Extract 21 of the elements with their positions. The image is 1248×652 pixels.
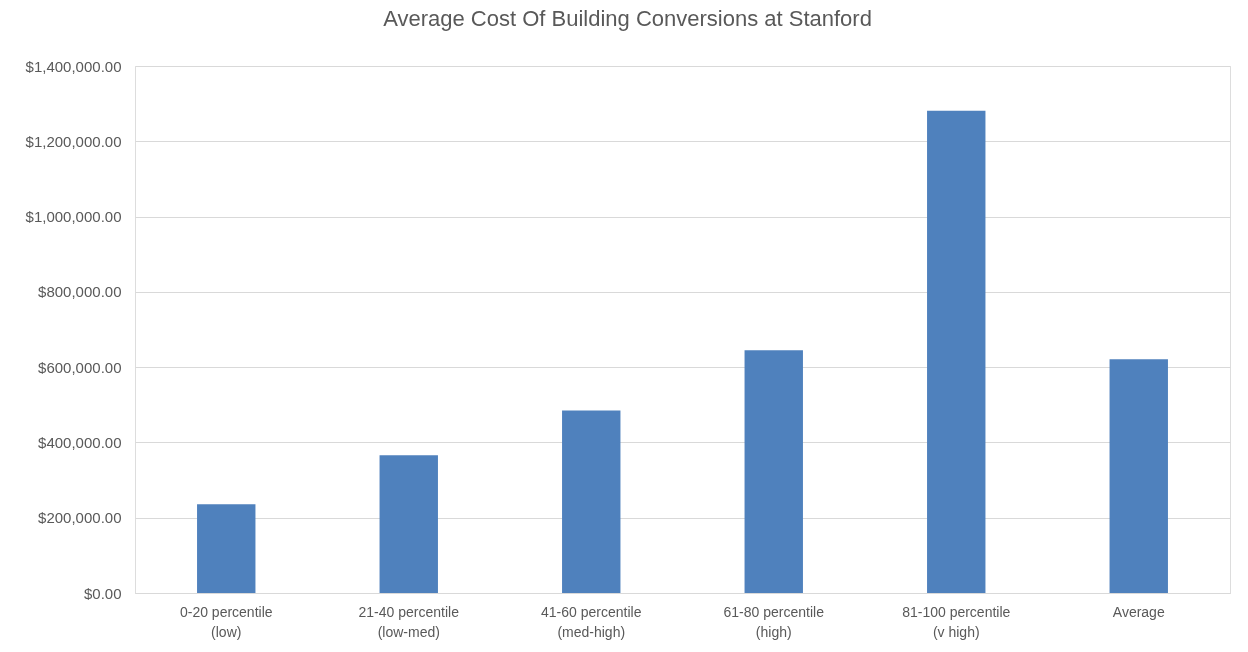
bar [927,110,986,593]
y-tick-label: $800,000.00 [38,283,122,301]
bar [562,410,621,593]
x-tick-label: 81-100 percentile (v high) [902,603,1011,640]
y-tick-label: $400,000.00 [38,433,122,451]
x-tick-label: 21-40 percentile (low-med) [358,603,460,640]
y-tick-label: $600,000.00 [38,358,122,376]
y-tick-label: $1,200,000.00 [25,132,122,150]
bar [744,350,803,593]
y-tick-label: $1,000,000.00 [25,208,122,226]
x-tick-label: 0-20 percentile (low) [179,603,273,640]
bar [197,504,256,593]
chart-title: Average Cost Of Building Conversions at Stanford [383,6,872,31]
y-tick-label: $0.00 [83,584,122,602]
x-tick-label: 61-80 percentile (high) [723,603,825,640]
x-tick-label: 41-60 percentile (med-high) [541,603,642,640]
y-tick-label: $1,400,000.00 [25,57,122,75]
y-tick-label: $200,000.00 [38,509,122,527]
x-tick-label: Average [1112,603,1165,620]
bar [1109,359,1168,593]
bar [379,455,438,593]
